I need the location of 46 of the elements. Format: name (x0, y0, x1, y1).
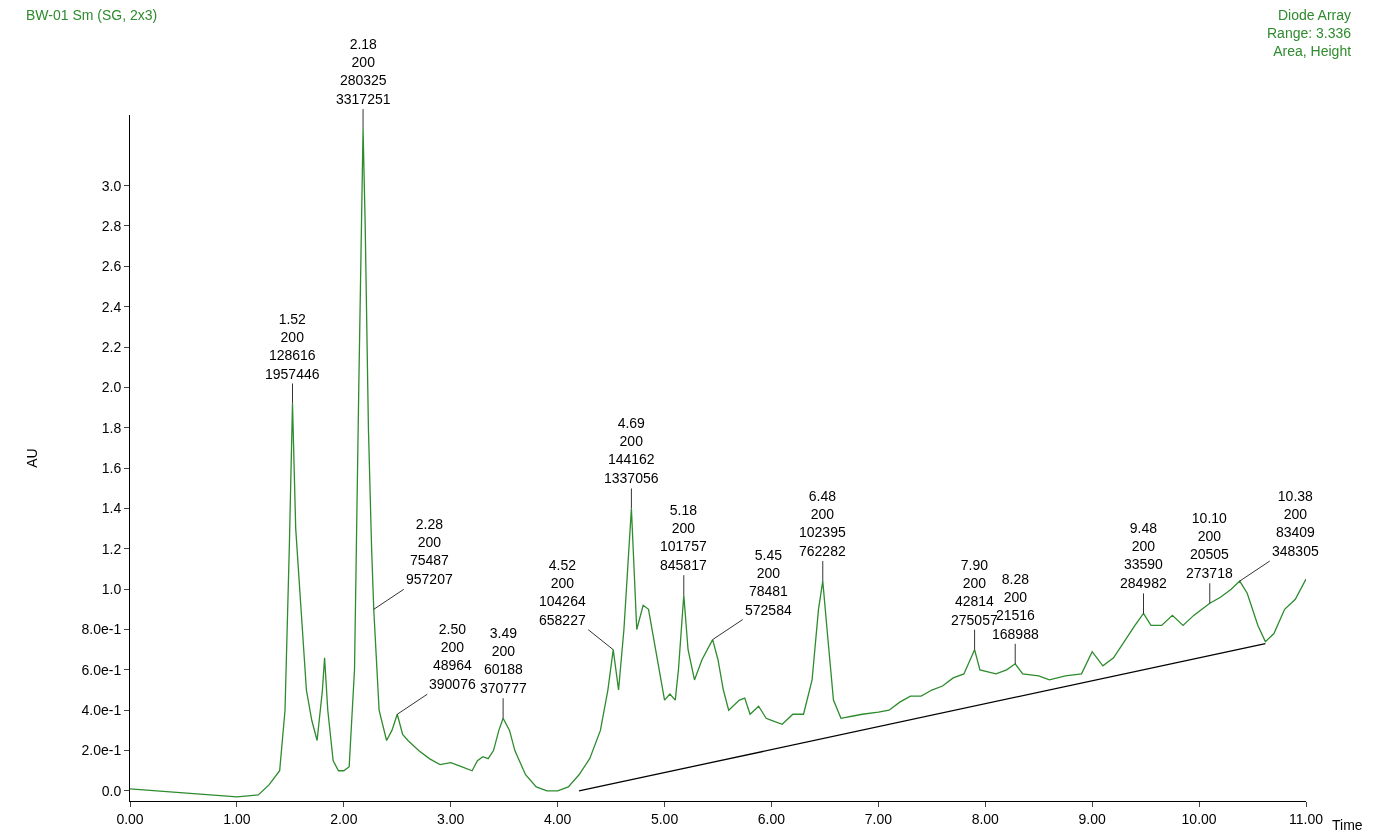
annotation: 2.28 200 75487 957207 (406, 516, 453, 587)
x-tick-label: 4.00 (544, 810, 572, 827)
x-tick-label: 8.00 (971, 810, 1000, 827)
y-tick-label: 1.2 (101, 540, 122, 557)
y-tick-label: 2.4 (101, 298, 122, 315)
y-tick-label: 2.0e-1 (81, 742, 122, 759)
x-tick-label: 11.00 (1289, 810, 1324, 827)
y-tick-label: 1.6 (101, 459, 122, 476)
x-tick-label: 3.00 (437, 810, 465, 827)
y-tick-label: 2.0 (101, 379, 122, 396)
y-axis-title: AU (24, 448, 41, 468)
y-tick-label: 1.0 (101, 581, 122, 598)
x-tick-label: 1.00 (223, 810, 251, 827)
annotation: 10.38 200 83409 348305 (1272, 488, 1319, 559)
y-tick-label: 3.0 (101, 177, 122, 194)
annotation: 5.45 200 78481 572584 (745, 547, 792, 618)
x-axis-title: Time (1332, 817, 1363, 833)
y-tick-label: 2.8 (101, 217, 122, 234)
annotation: 9.48 200 33590 284982 (1120, 520, 1167, 591)
y-tick-label: 0.0 (101, 782, 122, 799)
annotation: 5.18 200 101757 845817 (660, 502, 707, 573)
x-tick-label: 2.00 (330, 810, 358, 827)
annotation: 6.48 200 102395 762282 (799, 488, 846, 559)
y-tick-label: 1.8 (101, 419, 122, 436)
chart-title: BW-01 Sm (SG, 2x3) (26, 7, 158, 23)
x-tick-label: 10.00 (1181, 810, 1217, 827)
annotation: 1.52 200 128616 1957446 (265, 311, 320, 382)
x-tick-label: 0.00 (116, 810, 144, 827)
annotation: 3.49 200 60188 370777 (480, 625, 527, 696)
y-tick-label: 6.0e-1 (81, 661, 122, 678)
y-tick-label: 1.4 (101, 500, 122, 517)
x-tick-label: 9.00 (1078, 810, 1107, 827)
x-tick-label: 6.00 (757, 810, 786, 827)
x-tick-label: 5.00 (650, 810, 679, 827)
annotation: 10.10 200 20505 273718 (1186, 510, 1233, 581)
chart-subtitle: Diode Array Range: 3.336 Area, Height (1267, 7, 1352, 60)
annotation: 2.50 200 48964 390076 (429, 621, 476, 692)
annotation: 7.90 200 42814 275057 (951, 557, 998, 628)
annotation: 4.69 200 144162 1337056 (604, 415, 659, 486)
y-tick-label: 2.6 (101, 258, 122, 275)
y-tick-label: 4.0e-1 (81, 702, 122, 719)
y-tick-label: 8.0e-1 (81, 621, 122, 638)
x-tick-label: 7.00 (864, 810, 893, 827)
y-tick-label: 2.2 (101, 338, 122, 355)
annotation: 2.18 200 280325 3317251 (336, 36, 391, 107)
annotation: 4.52 200 104264 658227 (539, 557, 586, 628)
